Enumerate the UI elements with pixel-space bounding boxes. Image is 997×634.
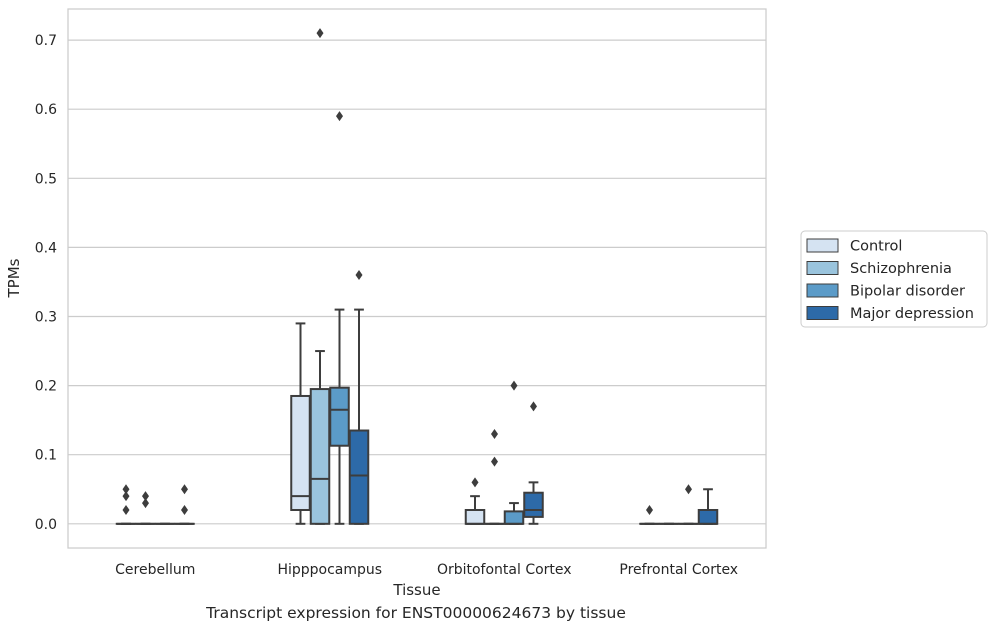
- legend-label: Schizophrenia: [850, 261, 952, 277]
- x-tick-label: Cerebellum: [115, 562, 195, 578]
- box-group: [309, 28, 331, 525]
- outlier-point: [142, 491, 149, 502]
- box: [309, 388, 331, 525]
- outlier-point: [122, 491, 130, 502]
- outlier-point: [122, 504, 130, 515]
- figure-caption: Transcript expression for ENST0000062467…: [206, 604, 626, 622]
- legend-label: Bipolar disorder: [850, 284, 965, 300]
- box: [697, 508, 719, 525]
- y-tick-label: 0.5: [35, 171, 57, 187]
- box: [348, 429, 370, 525]
- outlier-point: [336, 111, 343, 122]
- x-tick-label: Prefrontal Cortex: [619, 562, 738, 578]
- box-group: [503, 380, 525, 525]
- y-axis-ticks: 0.0 0.1 0.2 0.3 0.4 0.5 0.6 0.7: [35, 33, 57, 533]
- outlier-point: [181, 484, 188, 495]
- box-group: [290, 322, 311, 525]
- box-group: [329, 111, 350, 525]
- outlier-point: [491, 456, 498, 467]
- outlier-point: [530, 401, 537, 412]
- box: [503, 510, 525, 525]
- outlier-point: [181, 504, 188, 515]
- y-tick-label: 0.6: [35, 102, 57, 118]
- box-group: [174, 484, 195, 525]
- box: [290, 394, 311, 511]
- outlier-point: [646, 504, 653, 515]
- box-group: [523, 401, 544, 525]
- outlier-point: [685, 484, 692, 495]
- outlier-point: [491, 428, 498, 439]
- box: [523, 491, 544, 518]
- box: [329, 386, 350, 447]
- box-group: [639, 504, 660, 525]
- outlier-point: [510, 380, 518, 391]
- y-tick-label: 0.4: [35, 240, 57, 256]
- x-axis-ticks: Cerebellum Hipppocampus Orbitofontal Corte…: [115, 562, 738, 578]
- x-tick-label: Orbitofontal Cortex: [437, 562, 572, 578]
- box-group: [348, 270, 370, 525]
- legend: Control Schizophrenia Bipolar disorder Majo…: [800, 230, 988, 328]
- outlier-point: [122, 484, 130, 495]
- y-tick-label: 0.3: [35, 310, 57, 326]
- outlier-point: [316, 28, 324, 39]
- legend-swatch: [806, 283, 839, 298]
- box-group: [697, 488, 719, 525]
- box-group: [484, 428, 505, 525]
- legend-label: Major depression: [850, 306, 974, 322]
- outlier-point: [471, 477, 479, 488]
- legend-swatch: [806, 306, 839, 320]
- box-group: [678, 484, 699, 525]
- y-axis-label: TPMs: [5, 258, 23, 298]
- y-tick-label: 0.0: [35, 517, 57, 533]
- gridlines: [68, 39, 766, 525]
- outlier-point: [142, 498, 149, 509]
- y-tick-label: 0.7: [35, 33, 57, 49]
- legend-swatch: [806, 261, 839, 275]
- y-tick-label: 0.1: [35, 448, 57, 464]
- legend-frame: [800, 230, 988, 328]
- y-tick-label: 0.2: [35, 379, 57, 395]
- plot-frame: [67, 8, 767, 549]
- box: [464, 508, 486, 525]
- legend-label: Control: [850, 239, 902, 255]
- x-tick-label: Hipppocampus: [277, 562, 382, 578]
- box-group: [115, 484, 137, 525]
- outlier-point: [355, 270, 363, 281]
- box-plot-marks: [115, 28, 719, 525]
- box-group: [135, 491, 156, 525]
- x-axis-label: Tissue: [392, 581, 440, 599]
- box-group: [464, 477, 486, 525]
- legend-swatch: [806, 238, 839, 253]
